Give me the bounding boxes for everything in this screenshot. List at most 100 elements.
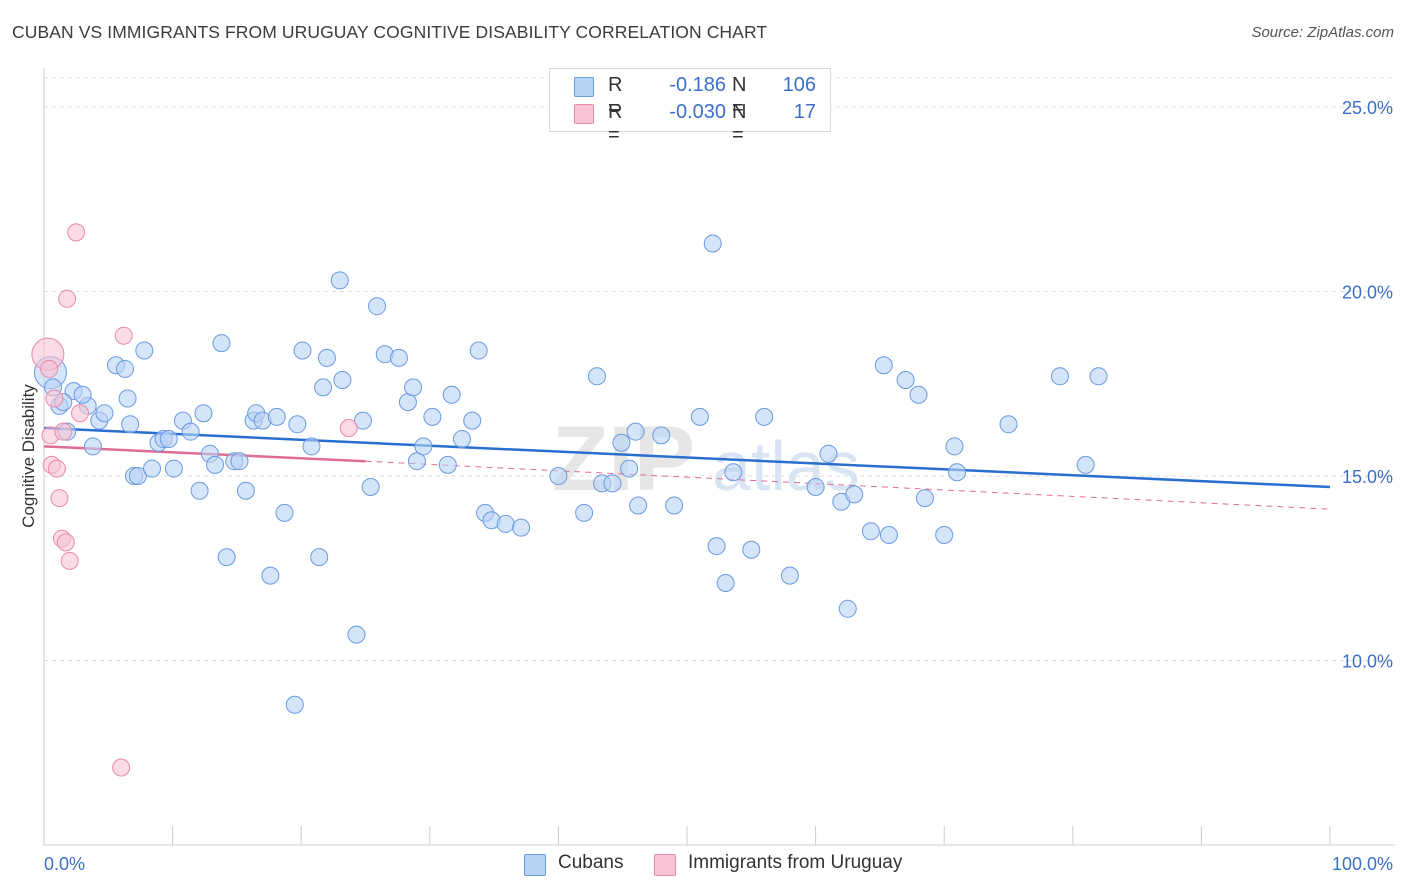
cubans-point bbox=[118, 389, 137, 408]
tick-labels: 10.0% 15.0% 20.0% 25.0% 0.0% 100.0% bbox=[44, 98, 1393, 874]
cubans-point bbox=[181, 422, 200, 441]
cubans-point bbox=[915, 489, 934, 508]
cubans-point bbox=[452, 430, 471, 449]
cubans-point bbox=[330, 271, 349, 290]
cubans-point bbox=[442, 385, 461, 404]
cubans-point bbox=[819, 444, 838, 463]
uruguay-point bbox=[56, 533, 75, 552]
cubans-point bbox=[116, 359, 135, 378]
cubans-point bbox=[780, 566, 799, 585]
chart-title: CUBAN VS IMMIGRANTS FROM URUGUAY COGNITI… bbox=[12, 22, 768, 42]
uruguay-point bbox=[45, 389, 64, 408]
cubans-point bbox=[724, 463, 743, 482]
uruguay-point bbox=[60, 551, 79, 570]
cubans-point bbox=[879, 526, 898, 544]
cubans-point bbox=[603, 474, 622, 493]
correlation-legend: R = -0.186 N = 106 R = -0.030 N = 17 bbox=[549, 68, 831, 146]
cubans-point bbox=[575, 503, 594, 522]
cubans-point bbox=[874, 356, 893, 375]
cubans-point bbox=[293, 341, 312, 360]
cubans-point bbox=[935, 526, 954, 544]
cubans-point bbox=[1089, 367, 1108, 386]
cubans-point bbox=[267, 407, 286, 426]
cubans-point bbox=[652, 426, 671, 445]
cubans-point bbox=[347, 625, 366, 644]
cubans-point bbox=[703, 234, 722, 253]
x-tick-label: 100.0% bbox=[1332, 854, 1393, 874]
y-axis-label: Cognitive Disability bbox=[19, 384, 38, 528]
cubans-point bbox=[690, 407, 709, 426]
cubans-point bbox=[665, 496, 684, 515]
cubans-point bbox=[314, 378, 333, 397]
cubans-point bbox=[549, 466, 568, 485]
y-tick-label: 10.0% bbox=[1342, 651, 1393, 671]
cubans-point bbox=[948, 463, 967, 482]
uruguay-point bbox=[58, 289, 77, 308]
cubans-point bbox=[707, 537, 726, 556]
cubans-point bbox=[1076, 455, 1095, 474]
cubans-point bbox=[217, 548, 236, 567]
uruguay-point bbox=[47, 459, 66, 478]
uruguay-point bbox=[40, 359, 59, 378]
x-tick-label: 0.0% bbox=[44, 854, 85, 874]
cubans-point bbox=[716, 573, 735, 592]
cubans-point bbox=[317, 348, 336, 367]
cubans-point bbox=[845, 485, 864, 504]
series-label-uruguay: Immigrants from Uruguay bbox=[688, 852, 903, 873]
uruguay-point bbox=[112, 758, 131, 777]
series-swatch-uruguay bbox=[654, 854, 676, 876]
series-label-cubans: Cubans bbox=[558, 852, 624, 873]
cubans-point bbox=[353, 411, 372, 430]
legend-n-value: 106 bbox=[782, 74, 816, 96]
legend-r-label: R = bbox=[608, 101, 623, 146]
uruguay-point bbox=[339, 418, 358, 437]
legend-n-label: N = bbox=[732, 74, 747, 119]
cubans-point bbox=[143, 459, 162, 478]
y-tick-label: 25.0% bbox=[1342, 98, 1393, 118]
cubans-point bbox=[469, 341, 488, 360]
cubans-point bbox=[95, 404, 114, 423]
cubans-point bbox=[206, 455, 225, 474]
cubans-point bbox=[909, 385, 928, 404]
y-tick-label: 15.0% bbox=[1342, 467, 1393, 487]
cubans-point bbox=[230, 452, 249, 471]
data-points bbox=[31, 223, 1108, 777]
cubans-trend-line bbox=[43, 426, 1331, 489]
cubans-point bbox=[945, 437, 964, 456]
cubans-point bbox=[612, 433, 631, 452]
cubans-point bbox=[463, 411, 482, 430]
cubans-point bbox=[742, 540, 761, 559]
cubans-point bbox=[194, 404, 213, 423]
watermark-zip: ZIP bbox=[552, 408, 695, 510]
cubans-point bbox=[285, 695, 304, 714]
cubans-point bbox=[212, 334, 231, 353]
cubans-point bbox=[164, 459, 183, 478]
cubans-point bbox=[121, 415, 140, 434]
cubans-point bbox=[261, 566, 280, 585]
series-swatch-cubans bbox=[524, 854, 546, 876]
y-tick-label: 20.0% bbox=[1342, 282, 1393, 302]
cubans-point bbox=[423, 407, 442, 426]
cubans-point bbox=[861, 522, 880, 541]
cubans-point bbox=[404, 378, 423, 397]
cubans-point bbox=[999, 415, 1018, 434]
cubans-point bbox=[333, 371, 352, 389]
cubans-point bbox=[135, 341, 154, 360]
legend-swatch-cubans bbox=[574, 77, 594, 97]
axes bbox=[43, 68, 1395, 846]
cubans-point bbox=[414, 437, 433, 456]
cubans-point bbox=[302, 437, 321, 456]
cubans-point bbox=[368, 297, 387, 316]
cubans-point bbox=[496, 514, 515, 533]
legend-r-label: R = bbox=[608, 74, 623, 119]
uruguay-point bbox=[71, 404, 90, 423]
cubans-point bbox=[159, 430, 178, 449]
cubans-point bbox=[275, 503, 294, 522]
source-note: Source: ZipAtlas.com bbox=[1251, 24, 1394, 41]
cubans-point bbox=[1050, 367, 1069, 386]
legend-n-label: N = bbox=[732, 101, 747, 146]
legend-n-value: 17 bbox=[793, 101, 816, 123]
cubans-point bbox=[236, 481, 255, 500]
cubans-point bbox=[438, 455, 457, 474]
cubans-point bbox=[361, 478, 380, 497]
